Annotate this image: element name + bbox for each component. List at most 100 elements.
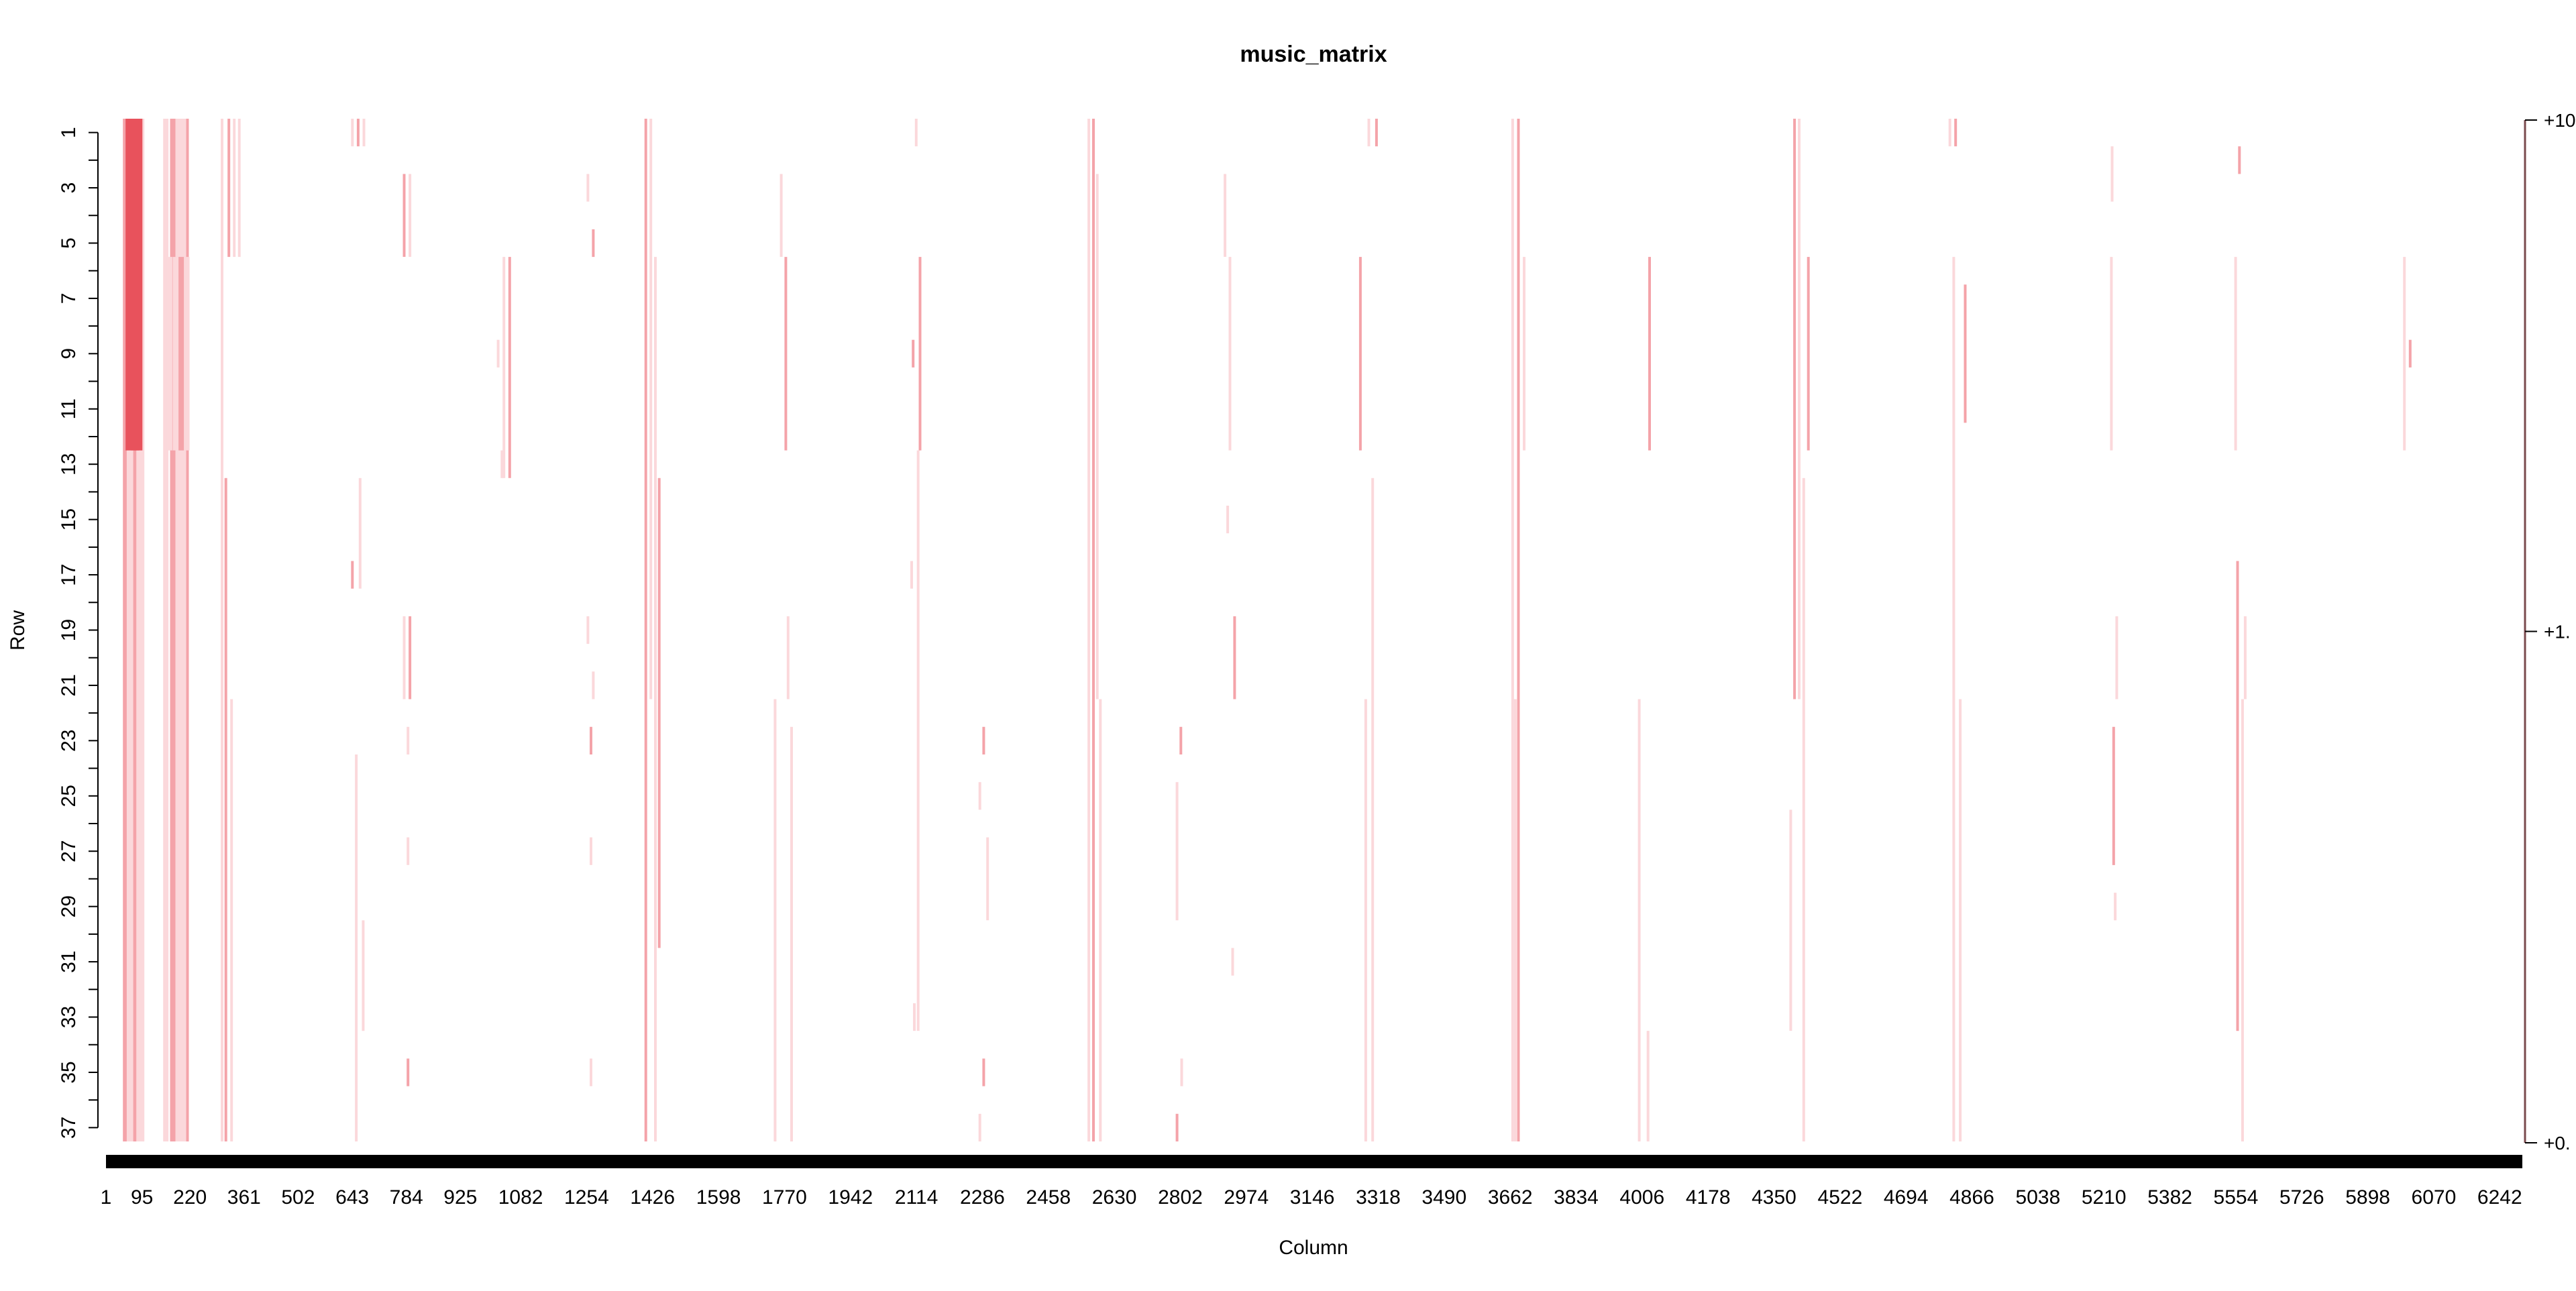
heatmap-cell xyxy=(2115,616,2118,699)
heatmap-cell xyxy=(1175,782,1179,921)
y-tick-label: 1 xyxy=(58,127,80,138)
heatmap-cell xyxy=(649,119,653,699)
heatmap-cell xyxy=(1367,119,1371,147)
x-tick-label: 4866 xyxy=(1949,1186,1994,1209)
x-tick-label: 1426 xyxy=(630,1186,675,1209)
heatmap-cell xyxy=(592,671,595,699)
heatmap-cell xyxy=(402,174,406,257)
heatmap-cell xyxy=(592,229,595,258)
heatmap-cell xyxy=(178,257,184,451)
color-key-legend: +10 +1. +0. xyxy=(2524,110,2576,1154)
heatmap-cell xyxy=(134,119,143,451)
column-dendrogram-band xyxy=(106,1155,2522,1168)
heatmap-cell xyxy=(1948,119,1951,147)
heatmap-cell xyxy=(227,119,231,258)
heatmap-cell xyxy=(913,1003,916,1031)
heatmap-cell xyxy=(590,837,592,865)
y-tick-label: 17 xyxy=(58,563,80,585)
y-tick-label: 29 xyxy=(58,895,80,917)
heatmap-cell xyxy=(362,119,366,147)
x-tick-label: 4006 xyxy=(1619,1186,1664,1209)
heatmap-cell xyxy=(2243,616,2247,699)
heatmap-cell xyxy=(1964,284,1967,423)
heatmap-cell xyxy=(186,119,189,1141)
legend-tick-label: +1. xyxy=(2544,622,2571,642)
x-tick-label: 2802 xyxy=(1158,1186,1203,1209)
heatmap-cell xyxy=(2110,146,2114,202)
heatmap-cell xyxy=(409,616,412,699)
y-tick-label: 27 xyxy=(58,840,80,862)
x-tick-label: 3490 xyxy=(1421,1186,1466,1209)
x-tick-label: 5726 xyxy=(2279,1186,2324,1209)
x-tick-label: 2458 xyxy=(1026,1186,1071,1209)
heatmap-cell xyxy=(918,257,922,451)
x-tick-label: 643 xyxy=(335,1186,369,1209)
y-tick-label: 7 xyxy=(58,293,80,304)
heatmap-cell xyxy=(1798,119,1801,699)
heatmap-cell xyxy=(1793,119,1796,699)
heatmap-cell xyxy=(586,174,590,202)
heatmap-cell xyxy=(502,257,506,478)
heatmap-cell xyxy=(496,339,500,368)
heatmap-cell xyxy=(407,837,410,865)
y-tick-label: 13 xyxy=(58,453,80,475)
heatmap-cell xyxy=(407,726,410,754)
x-tick-label: 502 xyxy=(281,1186,315,1209)
column-band-bar xyxy=(106,1155,2522,1168)
heatmap-cell xyxy=(1511,119,1514,1141)
heatmap-cell xyxy=(654,257,657,1142)
heatmap-cell xyxy=(1523,257,1525,451)
heatmap-cell xyxy=(1224,174,1227,257)
heatmap-cell xyxy=(773,699,777,1141)
heatmap-cell xyxy=(351,119,354,147)
y-tick-label: 19 xyxy=(58,619,80,641)
heatmap-cell xyxy=(1648,257,1651,451)
legend-tick-label: +0. xyxy=(2544,1133,2571,1154)
heatmap-cell xyxy=(362,920,365,1031)
heatmap-cell xyxy=(133,119,139,1141)
heatmap-cell xyxy=(1375,119,1378,147)
y-tick-label: 23 xyxy=(58,730,80,752)
heatmap-cell xyxy=(2236,561,2239,1031)
heatmap-cell xyxy=(180,119,186,1141)
heatmap-cell xyxy=(123,119,129,1141)
y-axis-label: Row xyxy=(7,610,29,651)
y-tick-label: 37 xyxy=(58,1117,80,1139)
y-tick-label: 25 xyxy=(58,785,80,807)
heatmap-cell xyxy=(1517,119,1520,1141)
x-tick-label: 1 xyxy=(101,1186,112,1209)
heatmap-cell xyxy=(780,174,783,257)
x-tick-label: 3662 xyxy=(1488,1186,1533,1209)
legend-tick-label: +10 xyxy=(2544,110,2576,131)
heatmap-cells xyxy=(123,119,2412,1142)
x-tick-label: 6070 xyxy=(2412,1186,2457,1209)
x-tick-label: 4350 xyxy=(1752,1186,1796,1209)
heatmap-cell xyxy=(1358,257,1362,451)
heatmap-cell xyxy=(1175,1113,1179,1141)
heatmap-cell xyxy=(175,119,181,1141)
heatmap-cell xyxy=(237,119,241,258)
heatmap-cell xyxy=(1959,699,1962,1141)
x-tick-label: 784 xyxy=(390,1186,423,1209)
heatmap-cell xyxy=(914,119,918,147)
heatmap-cell xyxy=(170,119,176,1141)
heatmap-cell xyxy=(786,616,790,699)
heatmap-cell xyxy=(2114,893,2117,921)
x-axis: 1 95 220 361 502 643 784 925 1082 1254 1426 1598 177… xyxy=(101,1186,2522,1209)
x-tick-label: 2630 xyxy=(1092,1186,1137,1209)
x-tick-label: 1770 xyxy=(762,1186,807,1209)
heatmap-cell xyxy=(184,257,190,451)
heatmap-cell xyxy=(1646,1031,1650,1141)
heatmap-cell xyxy=(910,561,913,589)
x-tick-label: 5898 xyxy=(2345,1186,2390,1209)
x-tick-label: 95 xyxy=(131,1186,153,1209)
heatmap-cell xyxy=(790,726,793,1141)
x-tick-label: 3318 xyxy=(1356,1186,1401,1209)
y-tick-label: 33 xyxy=(58,1006,80,1028)
x-tick-label: 4522 xyxy=(1818,1186,1863,1209)
heatmap-cell xyxy=(2241,699,2244,1141)
heatmap-cell xyxy=(2403,257,2406,451)
y-tick-label: 5 xyxy=(58,237,80,249)
